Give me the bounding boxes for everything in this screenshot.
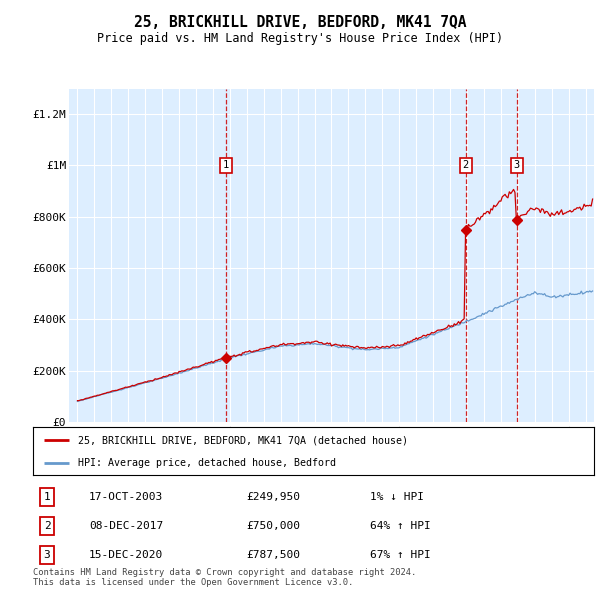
Text: 2: 2 xyxy=(44,521,50,531)
Text: £787,500: £787,500 xyxy=(246,550,300,560)
Text: 67% ↑ HPI: 67% ↑ HPI xyxy=(370,550,430,560)
Text: 25, BRICKHILL DRIVE, BEDFORD, MK41 7QA (detached house): 25, BRICKHILL DRIVE, BEDFORD, MK41 7QA (… xyxy=(78,435,408,445)
Text: 15-DEC-2020: 15-DEC-2020 xyxy=(89,550,163,560)
Text: 1: 1 xyxy=(44,491,50,502)
Text: £750,000: £750,000 xyxy=(246,521,300,531)
Text: Contains HM Land Registry data © Crown copyright and database right 2024.
This d: Contains HM Land Registry data © Crown c… xyxy=(33,568,416,587)
Text: 3: 3 xyxy=(514,160,520,171)
Text: 2: 2 xyxy=(463,160,469,171)
Text: 1% ↓ HPI: 1% ↓ HPI xyxy=(370,491,424,502)
Text: 3: 3 xyxy=(44,550,50,560)
Text: 17-OCT-2003: 17-OCT-2003 xyxy=(89,491,163,502)
Text: Price paid vs. HM Land Registry's House Price Index (HPI): Price paid vs. HM Land Registry's House … xyxy=(97,32,503,45)
Text: 25, BRICKHILL DRIVE, BEDFORD, MK41 7QA: 25, BRICKHILL DRIVE, BEDFORD, MK41 7QA xyxy=(134,15,466,30)
Text: £249,950: £249,950 xyxy=(246,491,300,502)
Text: 08-DEC-2017: 08-DEC-2017 xyxy=(89,521,163,531)
Text: 64% ↑ HPI: 64% ↑ HPI xyxy=(370,521,430,531)
Text: 1: 1 xyxy=(223,160,229,171)
Text: HPI: Average price, detached house, Bedford: HPI: Average price, detached house, Bedf… xyxy=(78,458,336,468)
